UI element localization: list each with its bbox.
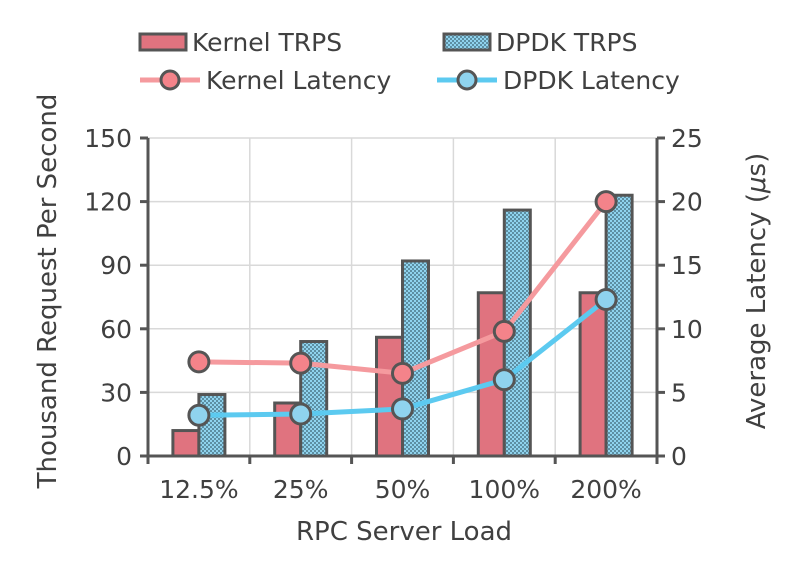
point-kernel-latency-1 [289, 351, 313, 375]
legend-item-dpdk-trps: DPDK TRPS [442, 28, 638, 57]
legend-swatch-kernel-trps [138, 32, 188, 52]
x-tick-label: 25% [273, 475, 329, 504]
point-kernel-latency-2 [391, 361, 414, 385]
bar-kernel-trps-2 [375, 335, 404, 458]
bar-dpdk-trps-2 [401, 259, 430, 458]
point-dpdk-latency-2 [391, 397, 414, 421]
y2-axis-title-mu: μ [742, 176, 772, 194]
x-axis-title: RPC Server Load [296, 517, 512, 547]
y-axis-title: Thousand Request Per Second [33, 94, 63, 490]
point-dpdk-latency-4 [594, 288, 618, 312]
line-series [187, 190, 618, 427]
y-tick-label: 150 [84, 124, 132, 153]
x-tick-label: 12.5% [159, 475, 238, 504]
point-kernel-latency-3 [492, 319, 516, 343]
legend-label-kernel-trps: Kernel TRPS [192, 28, 342, 57]
legend-swatch-dpdk-trps [442, 32, 492, 52]
y-tick-label: 120 [84, 188, 132, 217]
point-kernel-latency-4 [594, 190, 618, 214]
y2-tick-label: 20 [671, 188, 703, 217]
y2-tick-label: 10 [671, 315, 703, 344]
y-tick-label: 0 [116, 442, 132, 471]
y-tick-label: 60 [100, 315, 132, 344]
x-tick-label: 50% [375, 475, 431, 504]
x-tick-label: 200% [570, 475, 641, 504]
y2-axis-title: Average Latency (μs) [742, 153, 772, 429]
bar-dpdk-trps-4 [604, 193, 634, 458]
y2-tick-label: 0 [671, 442, 687, 471]
legend-item-kernel-latency: Kernel Latency [140, 66, 392, 95]
legend-label-dpdk-trps: DPDK TRPS [496, 28, 638, 57]
y2-axis-title-suffix: s) [742, 153, 772, 177]
legend-item-dpdk-latency: DPDK Latency [437, 66, 680, 95]
bar-series [171, 193, 634, 458]
point-dpdk-latency-1 [289, 402, 313, 426]
legend-marker-dpdk-latency [456, 69, 478, 91]
y2-tick-label: 5 [671, 378, 687, 407]
point-dpdk-latency-0 [187, 403, 211, 427]
y2-tick-label: 15 [671, 251, 703, 280]
y-tick-label: 30 [100, 378, 132, 407]
legend-item-kernel-trps: Kernel TRPS [138, 28, 342, 57]
legend-label-kernel-latency: Kernel Latency [206, 66, 392, 95]
axes: 0 30 60 90 120 150 0 5 10 15 20 25 12.5% 25% 50% 100% 20… [84, 124, 703, 504]
y2-axis-title-prefix: Average Latency ( [742, 193, 772, 429]
point-kernel-latency-0 [187, 350, 211, 374]
bar-kernel-trps-0 [171, 429, 201, 458]
y2-tick-label: 25 [671, 124, 703, 153]
legend: Kernel TRPS DPDK TRPS Kernel Latency DPD… [138, 28, 680, 95]
x-tick-label: 100% [469, 475, 540, 504]
legend-marker-kernel-latency [159, 69, 181, 91]
y-tick-label: 90 [100, 251, 132, 280]
legend-label-dpdk-latency: DPDK Latency [503, 66, 680, 95]
point-dpdk-latency-3 [492, 368, 516, 392]
